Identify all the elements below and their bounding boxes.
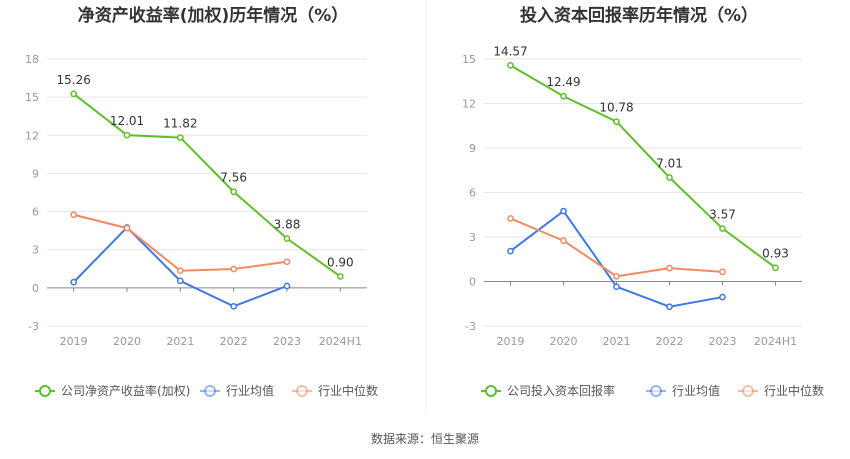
legend-item: 公司净资产收益率(加权) xyxy=(35,383,190,398)
series-line xyxy=(509,209,723,308)
y-tick-label: 18 xyxy=(25,53,39,66)
y-tick-label: 12 xyxy=(25,129,39,142)
legend-label: 行业均值 xyxy=(672,383,720,398)
data-point xyxy=(507,215,514,222)
data-point xyxy=(666,303,673,311)
data-point xyxy=(70,90,78,98)
y-tick-label: 12 xyxy=(462,98,476,111)
series-line xyxy=(73,93,341,278)
y-tick-label: 3 xyxy=(32,244,39,257)
data-point xyxy=(507,247,514,255)
data-point xyxy=(230,188,238,196)
legend-label: 公司净资产收益率(加权) xyxy=(61,383,190,398)
legend-item: 行业均值 xyxy=(200,383,274,398)
data-point xyxy=(666,264,673,272)
data-label: 3.88 xyxy=(274,218,301,232)
data-label: 10.78 xyxy=(599,101,633,115)
x-tick-label: 2021 xyxy=(603,335,631,348)
x-tick-label: 2020 xyxy=(550,335,578,348)
data-point xyxy=(772,264,779,272)
data-point xyxy=(70,278,78,286)
data-label: 14.57 xyxy=(493,44,527,58)
x-tick-label: 2024H1 xyxy=(319,335,362,348)
legend-item: 行业中位数 xyxy=(292,383,378,398)
data-point xyxy=(613,272,620,280)
chart-title: 净资产收益率(加权)历年情况（%） xyxy=(78,5,349,26)
x-tick-label: 2019 xyxy=(497,335,525,348)
y-tick-label: 15 xyxy=(462,53,476,66)
series-line xyxy=(509,64,777,269)
data-label: 7.56 xyxy=(220,171,247,185)
y-tick-label: 9 xyxy=(32,167,39,180)
x-tick-label: 2022 xyxy=(656,335,684,348)
data-point xyxy=(230,302,238,310)
roe-chart: 净资产收益率(加权)历年情况（%） -3 0 3 6 9 12 15 18 2019 2020 202… xyxy=(25,5,378,398)
data-point xyxy=(230,265,238,273)
roic-chart: 投入资本回报率历年情况（%） -3 0 3 6 9 12 15 2019 2020 2021 2022… xyxy=(462,5,824,398)
y-tick-label: -3 xyxy=(28,320,39,333)
data-label: 0.90 xyxy=(327,255,354,269)
data-point xyxy=(666,174,673,181)
legend-item: 行业均值 xyxy=(646,383,720,398)
legend-marker-icon xyxy=(742,385,754,397)
y-tick-label: 0 xyxy=(32,282,39,295)
data-label: 11.82 xyxy=(163,117,197,131)
legend-item: 公司投入资本回报率 xyxy=(481,383,615,398)
chart-title: 投入资本回报率历年情况（%） xyxy=(520,5,758,26)
y-tick-label: 15 xyxy=(25,91,39,104)
series-line xyxy=(73,213,288,272)
data-point xyxy=(283,282,291,290)
data-point xyxy=(613,118,620,125)
x-tick-label: 2022 xyxy=(220,335,248,348)
y-tick-label: 3 xyxy=(469,231,476,244)
legend-label: 行业中位数 xyxy=(318,383,378,398)
data-point xyxy=(123,224,131,232)
x-tick-label: 2019 xyxy=(60,335,88,348)
legend-label: 行业中位数 xyxy=(764,383,824,398)
data-label: 3.57 xyxy=(709,208,736,222)
y-tick-label: 0 xyxy=(469,276,476,289)
legend-marker-icon xyxy=(39,385,51,397)
data-label: 12.49 xyxy=(546,75,580,89)
data-point xyxy=(176,277,184,285)
data-point xyxy=(176,267,184,275)
data-point xyxy=(719,225,726,232)
data-source: 数据来源：恒生聚源 xyxy=(371,431,479,446)
data-label: 7.01 xyxy=(656,157,683,171)
legend-label: 行业均值 xyxy=(226,383,274,398)
data-point xyxy=(283,235,291,242)
x-tick-label: 2024H1 xyxy=(754,335,797,348)
data-point xyxy=(176,134,184,141)
data-point xyxy=(283,258,291,266)
legend-item: 行业中位数 xyxy=(738,383,824,398)
data-point xyxy=(560,92,567,100)
y-tick-label: 9 xyxy=(469,142,476,155)
data-label: 0.93 xyxy=(762,247,789,261)
legend-marker-icon xyxy=(204,385,216,397)
x-tick-label: 2023 xyxy=(709,335,737,348)
data-point xyxy=(123,131,131,139)
x-tick-label: 2023 xyxy=(273,335,301,348)
data-label: 12.01 xyxy=(110,114,144,128)
data-point xyxy=(719,293,726,301)
data-point xyxy=(507,62,514,69)
x-tick-label: 2020 xyxy=(113,335,141,348)
y-tick-label: 6 xyxy=(32,206,39,219)
data-point xyxy=(613,283,620,291)
data-point xyxy=(560,237,567,245)
data-point xyxy=(560,207,567,215)
data-point xyxy=(719,268,726,276)
data-point xyxy=(70,211,78,219)
legend-marker-icon xyxy=(296,385,308,397)
legend-marker-icon xyxy=(650,385,662,397)
y-tick-label: -3 xyxy=(465,320,476,333)
y-tick-label: 6 xyxy=(469,187,476,200)
legend-marker-icon xyxy=(485,385,497,397)
legend-label: 公司投入资本回报率 xyxy=(507,383,615,398)
data-point xyxy=(336,273,344,280)
x-tick-label: 2021 xyxy=(166,335,194,348)
data-label: 15.26 xyxy=(56,73,90,87)
